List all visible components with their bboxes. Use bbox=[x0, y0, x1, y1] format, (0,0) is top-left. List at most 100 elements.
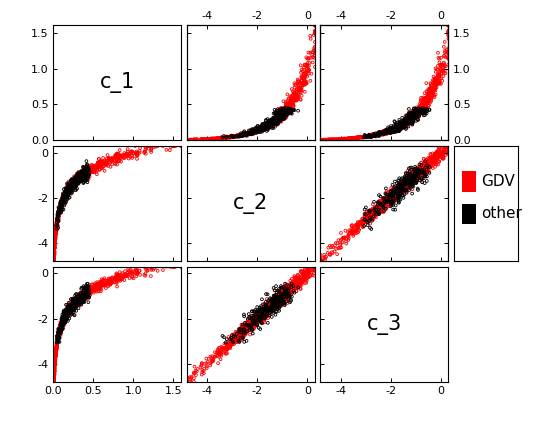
Point bbox=[273, 297, 282, 304]
Point bbox=[74, 296, 82, 302]
Point bbox=[423, 96, 432, 103]
Point bbox=[280, 293, 289, 300]
Point bbox=[435, 78, 443, 84]
Point bbox=[53, 334, 62, 341]
Point bbox=[438, 62, 447, 69]
Point bbox=[52, 223, 61, 229]
Point bbox=[168, 263, 176, 270]
Point bbox=[422, 173, 431, 180]
Point bbox=[383, 201, 392, 207]
Point bbox=[264, 302, 272, 309]
Point bbox=[245, 130, 253, 137]
Point bbox=[208, 357, 217, 364]
Point bbox=[430, 94, 439, 100]
Point bbox=[372, 209, 381, 216]
Point bbox=[69, 297, 78, 304]
Point bbox=[397, 125, 405, 131]
Point bbox=[77, 170, 85, 177]
Point bbox=[316, 257, 325, 264]
Point bbox=[412, 173, 421, 179]
Point bbox=[108, 275, 116, 282]
Point bbox=[68, 304, 77, 310]
Point bbox=[388, 187, 397, 194]
Point bbox=[70, 303, 78, 310]
Point bbox=[91, 280, 99, 287]
Point bbox=[411, 112, 420, 119]
Point bbox=[223, 346, 232, 352]
Point bbox=[413, 173, 421, 180]
Point bbox=[246, 320, 255, 327]
Point bbox=[198, 136, 207, 143]
Point bbox=[444, 143, 453, 150]
Point bbox=[69, 184, 78, 191]
Point bbox=[198, 369, 207, 376]
Point bbox=[93, 164, 101, 170]
Point bbox=[407, 118, 415, 125]
Point bbox=[113, 277, 121, 284]
Point bbox=[51, 357, 59, 363]
Point bbox=[260, 315, 269, 322]
Point bbox=[84, 173, 93, 179]
Point bbox=[404, 116, 413, 123]
Point bbox=[434, 150, 442, 156]
Point bbox=[192, 136, 200, 143]
Point bbox=[284, 105, 292, 112]
Point bbox=[405, 179, 414, 186]
Point bbox=[415, 101, 424, 108]
Point bbox=[284, 109, 293, 116]
Point bbox=[439, 73, 447, 79]
Point bbox=[287, 108, 296, 114]
Point bbox=[261, 305, 269, 312]
Point bbox=[88, 167, 96, 174]
Point bbox=[190, 370, 199, 377]
Point bbox=[316, 257, 325, 264]
Point bbox=[260, 307, 269, 313]
Point bbox=[243, 327, 252, 334]
Point bbox=[64, 310, 73, 317]
Point bbox=[170, 143, 178, 150]
Point bbox=[400, 187, 409, 194]
Point bbox=[379, 200, 388, 206]
Point bbox=[230, 336, 239, 343]
Point bbox=[309, 263, 318, 270]
Point bbox=[257, 124, 265, 131]
Point bbox=[333, 251, 341, 258]
Point bbox=[262, 306, 270, 313]
Point bbox=[406, 114, 415, 121]
Point bbox=[256, 326, 264, 332]
Point bbox=[279, 112, 287, 119]
Point bbox=[86, 289, 95, 296]
Point bbox=[306, 49, 315, 56]
Point bbox=[427, 87, 436, 94]
Point bbox=[404, 118, 413, 125]
Point bbox=[253, 311, 261, 318]
Point bbox=[389, 125, 397, 132]
Point bbox=[435, 71, 444, 78]
Point bbox=[399, 124, 407, 131]
Point bbox=[437, 63, 445, 70]
Point bbox=[71, 177, 80, 184]
Point bbox=[153, 143, 162, 150]
Point bbox=[97, 165, 105, 172]
Point bbox=[278, 290, 287, 297]
Point bbox=[375, 131, 383, 138]
Point bbox=[345, 227, 354, 234]
Point bbox=[375, 129, 383, 136]
Point bbox=[430, 154, 439, 161]
Point bbox=[363, 133, 371, 140]
Point bbox=[258, 126, 267, 132]
Point bbox=[284, 294, 293, 301]
Point bbox=[266, 309, 275, 315]
Point bbox=[293, 76, 302, 83]
Point bbox=[424, 159, 433, 166]
Point bbox=[59, 316, 67, 323]
Point bbox=[241, 332, 249, 338]
Point bbox=[444, 143, 453, 150]
Point bbox=[271, 113, 280, 120]
Point bbox=[399, 123, 408, 129]
Point bbox=[60, 320, 68, 326]
Point bbox=[82, 292, 91, 298]
Point bbox=[277, 109, 285, 116]
Point bbox=[416, 107, 425, 114]
Point bbox=[85, 166, 94, 173]
